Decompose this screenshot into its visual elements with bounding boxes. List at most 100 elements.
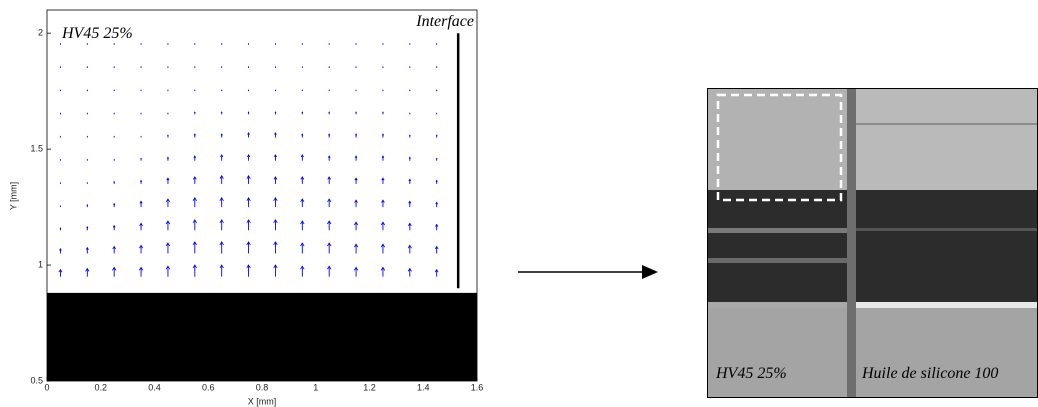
- vector-head: [380, 243, 386, 248]
- vector-head: [354, 199, 358, 203]
- vector-head: [192, 219, 197, 224]
- vector-head: [327, 176, 331, 180]
- vector-head: [139, 222, 143, 226]
- vector: [381, 133, 385, 138]
- vector: [300, 242, 305, 254]
- vector-head: [86, 203, 89, 206]
- vector-head: [219, 219, 224, 224]
- vector-head: [246, 264, 251, 269]
- vector-head: [300, 176, 305, 180]
- vector: [354, 199, 358, 208]
- vector: [167, 134, 169, 138]
- vector: [140, 157, 142, 161]
- vector: [354, 155, 358, 161]
- vector: [247, 132, 250, 138]
- annotation-bg: [59, 23, 159, 43]
- vector-head: [380, 266, 386, 271]
- vector: [407, 267, 412, 277]
- vector: [328, 133, 331, 138]
- vector: [327, 220, 332, 231]
- vector-head: [408, 178, 412, 182]
- photo-streak: [856, 302, 1038, 308]
- vector: [354, 221, 359, 231]
- vector: [381, 199, 385, 208]
- x-tick-label: 1: [313, 382, 318, 392]
- photo-divider: [847, 88, 856, 398]
- vector: [408, 200, 412, 208]
- vector: [139, 200, 143, 208]
- vector-head: [246, 241, 251, 246]
- vector: [138, 266, 144, 277]
- vector-head: [246, 197, 251, 202]
- vector: [407, 244, 412, 254]
- vector: [327, 155, 331, 161]
- vector: [273, 219, 278, 231]
- vector: [246, 197, 251, 208]
- vector-head: [113, 180, 116, 183]
- vector: [273, 241, 278, 254]
- vector-head: [140, 157, 142, 160]
- vector-head: [139, 179, 143, 182]
- vector-head: [219, 197, 224, 202]
- vector-head: [273, 176, 278, 180]
- vector-head: [165, 220, 171, 225]
- vector: [246, 175, 251, 184]
- photo-label: Huile de silicone 100: [861, 365, 998, 382]
- vector: [113, 202, 116, 208]
- vector-head: [435, 134, 438, 137]
- vector-head: [300, 242, 305, 247]
- vector: [273, 197, 278, 208]
- vector: [408, 156, 411, 161]
- vector-head: [220, 133, 223, 136]
- vector: [85, 246, 89, 254]
- vector: [300, 154, 304, 161]
- vector-head: [435, 157, 438, 160]
- x-tick-label: 1.4: [417, 382, 430, 392]
- vector-head: [165, 242, 171, 247]
- vector-head: [220, 111, 223, 114]
- vector: [434, 268, 439, 277]
- vector: [354, 177, 358, 184]
- vector-head: [300, 265, 305, 270]
- vector-head: [408, 156, 411, 159]
- vector: [327, 176, 331, 184]
- vector-head: [192, 241, 197, 246]
- vector-head: [273, 219, 278, 224]
- roi-box: [716, 93, 843, 202]
- vector-head: [166, 177, 170, 181]
- photo-region: [707, 308, 1038, 398]
- vector: [220, 133, 223, 138]
- vector: [246, 219, 251, 231]
- vector: [273, 154, 277, 161]
- vector-head: [300, 220, 305, 225]
- vector-head: [381, 199, 385, 203]
- vector: [220, 111, 223, 115]
- vector-head: [434, 268, 439, 273]
- vector-head: [301, 111, 304, 114]
- vector: [327, 198, 332, 208]
- y-tick-label: 1: [38, 259, 43, 269]
- vector: [327, 265, 332, 277]
- vector: [408, 222, 412, 231]
- vector-head: [354, 221, 359, 226]
- vector-head: [353, 266, 359, 271]
- vector-head: [193, 176, 197, 180]
- vector: [380, 266, 386, 277]
- vector: [165, 220, 171, 231]
- vector: [192, 197, 197, 208]
- vector: [165, 265, 171, 277]
- vector-head: [86, 226, 89, 229]
- vector-head: [408, 222, 412, 226]
- y-tick-label: 1.5: [30, 144, 43, 154]
- vector-head: [219, 264, 224, 269]
- vector-head: [354, 133, 358, 136]
- vector-head: [434, 245, 439, 250]
- vector-head: [219, 241, 224, 246]
- y-tick-label: 2: [38, 28, 43, 38]
- photo-streak: [856, 228, 1038, 231]
- vector: [166, 156, 170, 161]
- x-axis-label: X [mm]: [248, 396, 277, 406]
- arrow-head: [642, 265, 658, 279]
- vector: [112, 245, 116, 254]
